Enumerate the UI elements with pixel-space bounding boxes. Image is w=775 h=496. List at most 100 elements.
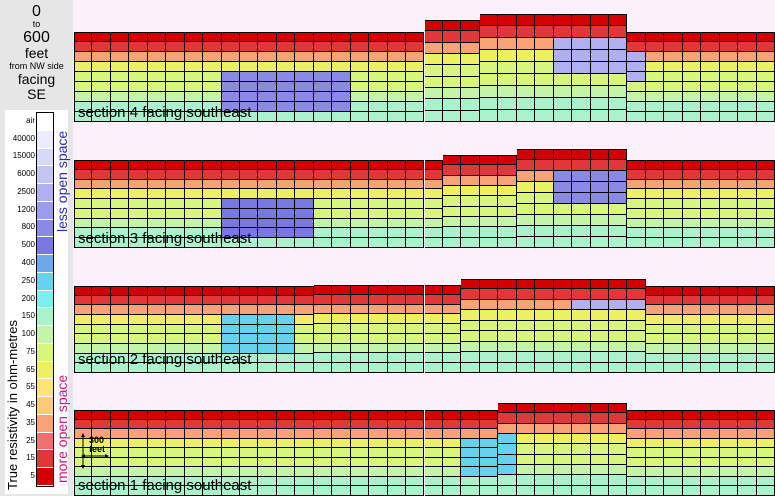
- resistivity-cell: [276, 429, 296, 439]
- resistivity-cell: [461, 196, 480, 207]
- resistivity-cell: [424, 353, 443, 364]
- resistivity-cell: [240, 476, 259, 487]
- resistivity-cell: [424, 304, 443, 315]
- resistivity-cell: [608, 454, 628, 465]
- resistivity-cell: [295, 189, 314, 200]
- resistivity-cell: [719, 92, 739, 102]
- resistivity-cell: [479, 74, 499, 86]
- resistivity-cell: [516, 226, 536, 237]
- resistivity-cell: [535, 485, 554, 496]
- resistivity-cell: [92, 208, 111, 219]
- resistivity-cell: [608, 86, 628, 98]
- resistivity-cell: [387, 410, 407, 420]
- resistivity-cell: [645, 82, 665, 92]
- resistivity-cell: [719, 315, 739, 325]
- resistivity-cell: [627, 169, 646, 180]
- resistivity-cell: [369, 42, 388, 52]
- resistivity-cell: [701, 42, 720, 52]
- resistivity-cell: [608, 475, 628, 486]
- resistivity-cell: [313, 343, 333, 354]
- resistivity-cell: [553, 434, 573, 445]
- resistivity-cell: [387, 314, 407, 325]
- resistivity-cell: [553, 444, 573, 455]
- resistivity-cell: [553, 237, 573, 248]
- resistivity-cell: [74, 419, 93, 430]
- resistivity-cell: [424, 31, 443, 43]
- resistivity-cell: [701, 363, 720, 373]
- resistivity-cell: [369, 363, 388, 373]
- resistivity-cell: [332, 333, 351, 344]
- resistivity-cell: [590, 226, 609, 237]
- resistivity-cell: [92, 238, 111, 248]
- resistivity-cell: [129, 102, 148, 112]
- resistivity-cell: [424, 486, 443, 496]
- resistivity-cell: [406, 343, 425, 354]
- resistivity-cell: [479, 429, 499, 439]
- resistivity-cell: [74, 238, 93, 248]
- resistivity-cell: [166, 62, 185, 72]
- resistivity-cell: [221, 199, 241, 209]
- resistivity-cell: [221, 160, 241, 170]
- resistivity-cell: [645, 228, 665, 239]
- resistivity-cell: [627, 92, 646, 102]
- resistivity-cell: [701, 344, 720, 354]
- resistivity-cell: [74, 286, 93, 296]
- resistivity-cell: [608, 465, 628, 476]
- resistivity-cell: [701, 353, 720, 364]
- resistivity-cell: [240, 448, 259, 458]
- resistivity-cell: [166, 52, 185, 62]
- resistivity-cell: [682, 353, 702, 364]
- resistivity-cell: [74, 102, 93, 112]
- resistivity-cell: [110, 160, 130, 170]
- resistivity-cell: [535, 279, 554, 290]
- resistivity-cell: [738, 438, 757, 449]
- resistivity-cell: [572, 299, 591, 311]
- legend-swatch: [37, 237, 53, 256]
- resistivity-cell: [572, 485, 591, 496]
- resistivity-cell: [350, 228, 370, 239]
- resistivity-cell: [276, 102, 296, 112]
- resistivity-cell: [719, 189, 739, 200]
- resistivity-cell: [442, 155, 462, 166]
- resistivity-cell: [110, 102, 130, 112]
- resistivity-cell: [276, 32, 296, 42]
- resistivity-cell: [406, 112, 425, 122]
- resistivity-cell: [535, 423, 554, 434]
- resistivity-cell: [498, 86, 517, 98]
- resistivity-cell: [627, 410, 646, 420]
- resistivity-cell: [258, 92, 277, 102]
- resistivity-cell: [240, 410, 259, 420]
- resistivity-cell: [664, 363, 683, 373]
- resistivity-cell: [221, 169, 241, 180]
- resistivity-cell: [184, 457, 204, 468]
- resistivity-cell: [166, 82, 185, 92]
- resistivity-cell: [240, 286, 259, 296]
- resistivity-cell: [332, 169, 351, 180]
- resistivity-cell: [424, 88, 443, 100]
- resistivity-cell: [92, 32, 111, 42]
- resistivity-cell: [608, 50, 628, 62]
- resistivity-cell: [203, 228, 222, 239]
- resistivity-cell: [516, 465, 536, 476]
- resistivity-cell: [129, 72, 148, 82]
- resistivity-cell: [350, 438, 370, 449]
- resistivity-cell: [129, 363, 148, 373]
- resistivity-cell: [498, 14, 517, 26]
- resistivity-cell: [572, 475, 591, 486]
- resistivity-cell: [424, 99, 443, 111]
- resistivity-cell: [74, 467, 93, 477]
- resistivity-cell: [147, 218, 167, 229]
- resistivity-cell: [350, 410, 370, 420]
- resistivity-cell: [645, 42, 665, 52]
- section-2-label: section 2 facing southeast: [78, 351, 252, 368]
- legend-swatch: [37, 255, 53, 273]
- resistivity-cell: [756, 238, 775, 248]
- resistivity-cell: [627, 438, 646, 449]
- resistivity-cell: [461, 175, 480, 186]
- resistivity-cell: [608, 320, 628, 332]
- resistivity-cell: [461, 88, 480, 100]
- resistivity-cell: [369, 160, 388, 170]
- resistivity-cell: [738, 334, 757, 344]
- resistivity-cell: [461, 31, 480, 43]
- resistivity-cell: [92, 476, 111, 487]
